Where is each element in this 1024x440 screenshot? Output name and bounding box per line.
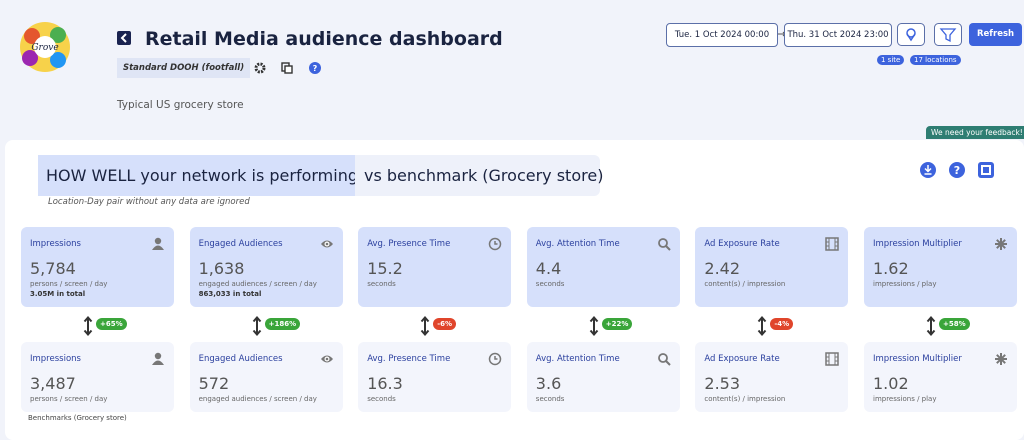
benchmark-unit: seconds: [367, 395, 396, 403]
subtitle: Typical US grocery store: [117, 99, 244, 111]
feedback[interactable]: We need your feedback!: [926, 126, 1024, 139]
benchmark-unit: persons / screen / day: [30, 395, 108, 403]
benchmark-card: Avg. Presence Time 16.3 seconds: [358, 342, 512, 412]
card-title: Engaged Audiences: [198, 354, 283, 364]
card-unit: seconds: [535, 280, 565, 288]
card-icon: [657, 238, 671, 251]
benchmark-card: Avg. Attention Time 3.6 seconds: [526, 342, 680, 412]
benchmark-card: Impression Multiplier 1.02 impressions / p…: [864, 342, 1017, 412]
benchmark-unit: engaged audiences / screen / day: [198, 395, 317, 403]
metric-card: Impressions 5,784 persons / screen / day 3.…: [21, 227, 174, 307]
metric-card: Avg. Attention Time 4.4 seconds: [526, 227, 680, 307]
change-badge: -4%: [770, 318, 794, 330]
card-icon: [488, 352, 502, 366]
change-badge: +65%: [96, 318, 127, 330]
metric-card: Impression Multiplier 1.62 impressions / p…: [864, 227, 1017, 307]
compare-arrow: [758, 316, 767, 336]
card-unit: seconds: [367, 280, 396, 288]
card-title: Avg. Presence Time: [367, 354, 451, 364]
card-title: Ad Exposure Rate: [704, 239, 780, 249]
card-icon: [825, 237, 840, 251]
benchmark-value: 2.53: [704, 374, 741, 393]
section-heading: HOW WELL your network is performing: [38, 155, 366, 196]
card-value: 4.4: [535, 259, 562, 278]
card-title: Impressions: [30, 239, 81, 249]
compare-arrow: [420, 316, 430, 336]
card-total: 3.05M in total: [30, 290, 86, 298]
tag: Standard DOOH (footfall): [117, 58, 251, 78]
back-button[interactable]: [117, 31, 131, 45]
card-icon: [995, 353, 1007, 365]
section-icons[interactable]: ?: [919, 160, 999, 180]
benchmark-unit: seconds: [535, 395, 565, 403]
metric-card: Engaged Audiences 1,638 engaged audiences …: [189, 227, 343, 307]
card-icon: [657, 353, 671, 366]
card-icon: [488, 237, 502, 251]
card-value: 2.42: [704, 259, 741, 278]
metric-card: Ad Exposure Rate 2.42 content(s) / impress…: [695, 227, 849, 307]
benchmark-value: 16.3: [367, 374, 403, 393]
card-unit: impressions / play: [873, 280, 937, 288]
filter-buttons[interactable]: [897, 23, 963, 47]
card-value: 5,784: [30, 259, 76, 278]
card-value: 1.62: [873, 259, 909, 278]
tag-icons: ?: [254, 62, 321, 74]
card-title: Impression Multiplier: [873, 239, 962, 249]
card-icon: [320, 355, 333, 363]
change-badge: +186%: [264, 318, 301, 330]
benchmark-card: Ad Exposure Rate 2.53 content(s) / impress…: [695, 342, 849, 412]
card-title: Engaged Audiences: [198, 239, 283, 249]
compare-arrow: [589, 316, 599, 336]
refresh-button[interactable]: Refresh: [969, 23, 1022, 46]
compare-arrow: [83, 316, 93, 336]
note: Location-Day pair without any data are i…: [48, 197, 250, 207]
metric-card: Avg. Presence Time 15.2 seconds: [358, 227, 512, 307]
compare-arrow: [926, 316, 936, 336]
card-unit: engaged audiences / screen / day: [198, 280, 317, 288]
benchmark-card: Engaged Audiences 572 engaged audiences / …: [189, 342, 343, 412]
locations-badge[interactable]: 17 locations: [910, 55, 961, 65]
card-title: Impression Multiplier: [873, 354, 962, 364]
card-icon: [152, 352, 164, 365]
date-from[interactable]: Tue. 1 Oct 2024 00:00: [666, 23, 778, 47]
logo-text: Grove: [31, 43, 58, 53]
benchmark-label: Benchmarks (Grocery store): [28, 414, 127, 422]
card-icon: [995, 238, 1007, 250]
card-unit: persons / screen / day: [30, 280, 108, 288]
card-title: Avg. Presence Time: [367, 239, 451, 249]
date-to[interactable]: Thu. 31 Oct 2024 23:00: [784, 23, 892, 47]
card-icon: [825, 352, 840, 366]
change-badge: -6%: [433, 318, 456, 330]
benchmark-value: 572: [198, 374, 230, 393]
card-title: Avg. Attention Time: [535, 239, 620, 249]
svg-text:?: ?: [954, 164, 960, 177]
change-badge: +58%: [939, 318, 970, 330]
card-icon: [320, 240, 333, 248]
logo: Grove: [20, 22, 70, 72]
benchmark-value: 3.6: [535, 374, 562, 393]
change-badge: +22%: [601, 318, 633, 330]
card-title: Ad Exposure Rate: [704, 354, 780, 364]
card-icon: [152, 237, 164, 250]
section-heading-suffix: vs benchmark (Grocery store): [355, 155, 603, 196]
card-value: 15.2: [367, 259, 403, 278]
card-value: 1,638: [198, 259, 245, 278]
card-unit: content(s) / impression: [704, 280, 786, 288]
benchmark-value: 3,487: [30, 374, 76, 393]
title: Retail Media audience dashboard: [145, 28, 503, 50]
card-title: Avg. Attention Time: [535, 354, 620, 364]
benchmark-value: 1.02: [873, 374, 909, 393]
sites-badge[interactable]: 1 site: [877, 55, 905, 65]
benchmark-card: Impressions 3,487 persons / screen / day: [21, 342, 174, 412]
benchmark-unit: content(s) / impression: [704, 395, 786, 403]
card-title: Impressions: [30, 354, 81, 364]
benchmark-unit: impressions / play: [873, 395, 937, 403]
compare-arrow: [252, 316, 261, 336]
card-total: 863,033 in total: [198, 290, 262, 298]
svg-text:?: ?: [313, 64, 318, 73]
